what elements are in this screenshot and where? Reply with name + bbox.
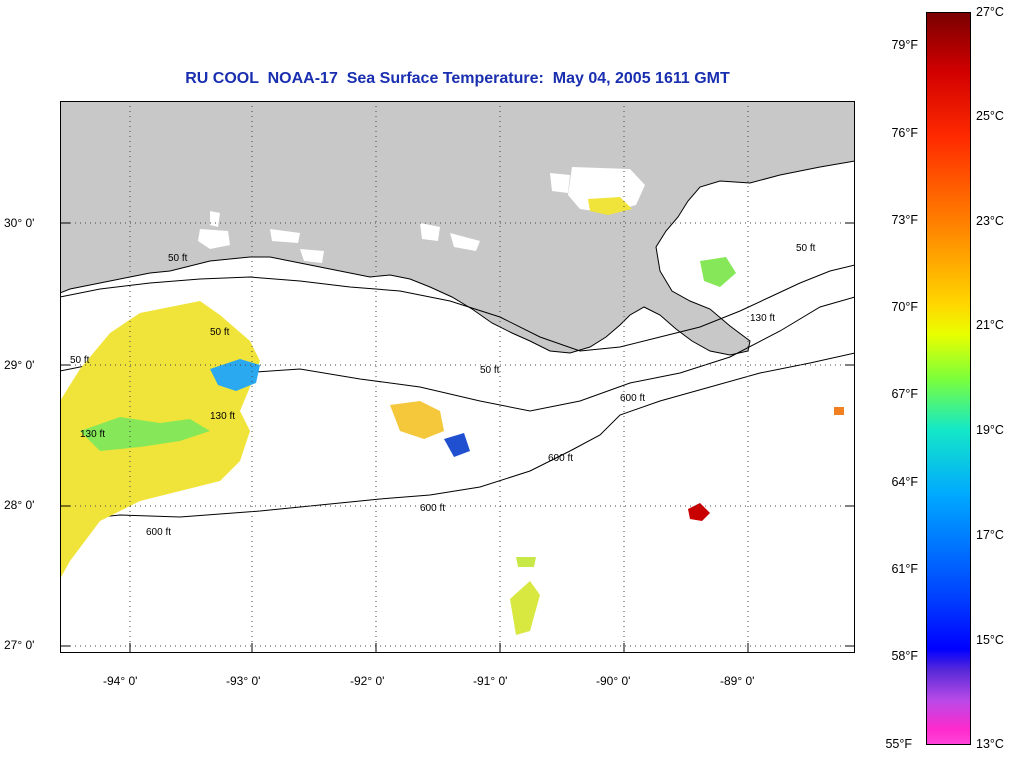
map-title: RU COOL NOAA-17 Sea Surface Temperature:… bbox=[185, 70, 730, 87]
sst-hot-spot bbox=[688, 503, 710, 521]
sst-patch-mid-blue bbox=[444, 433, 470, 457]
graticule bbox=[60, 101, 855, 653]
lon-label: -94° 0' bbox=[103, 674, 138, 688]
sst-patch-mid bbox=[390, 401, 444, 439]
lon-label: -92° 0' bbox=[350, 674, 385, 688]
sst-patch-delta bbox=[700, 257, 736, 287]
colorbar-c-label: 19°C bbox=[976, 423, 1004, 437]
lake bbox=[420, 223, 440, 241]
lat-label: 30° 0' bbox=[4, 216, 35, 230]
lat-label: 29° 0' bbox=[4, 358, 35, 372]
lake bbox=[198, 229, 230, 249]
lake bbox=[300, 249, 324, 263]
lake bbox=[210, 211, 220, 227]
lat-label: 27° 0' bbox=[4, 638, 35, 652]
contour-label: 50 ft bbox=[70, 355, 90, 366]
temperature-colorbar bbox=[926, 12, 971, 745]
contour-label: 600 ft bbox=[420, 503, 445, 514]
contour-label: 600 ft bbox=[146, 527, 171, 538]
lat-label: 28° 0' bbox=[4, 498, 35, 512]
contour-label: 50 ft bbox=[480, 365, 500, 376]
sst-patch-south bbox=[510, 581, 540, 635]
colorbar-c-label: 13°C bbox=[976, 737, 1004, 751]
colorbar-c-label: 23°C bbox=[976, 214, 1004, 228]
colorbar-c-label: 15°C bbox=[976, 633, 1004, 647]
colorbar-c-label: 27°C bbox=[976, 5, 1004, 19]
sst-patch-east bbox=[834, 407, 844, 415]
lon-label: -90° 0' bbox=[596, 674, 631, 688]
contour-label: 600 ft bbox=[620, 393, 645, 404]
sst-patch-west-green bbox=[80, 417, 210, 451]
contour-600ft bbox=[60, 352, 855, 522]
sst-patch-cold bbox=[210, 359, 260, 391]
colorbar-f-label: 64°F bbox=[891, 475, 918, 489]
colorbar-c-label: 25°C bbox=[976, 109, 1004, 123]
land-mass bbox=[60, 101, 855, 356]
colorbar-f-label: 76°F bbox=[891, 126, 918, 140]
lake bbox=[450, 233, 480, 251]
colorbar-f-label: 58°F bbox=[891, 649, 918, 663]
map-area: 50 ft 50 ft 50 ft 50 ft 130 ft 130 ft 60… bbox=[60, 101, 855, 653]
colorbar-c-label: 21°C bbox=[976, 318, 1004, 332]
colorbar-f-label: 73°F bbox=[891, 213, 918, 227]
contour-label: 50 ft bbox=[210, 327, 230, 338]
lake bbox=[568, 167, 645, 213]
lon-label: -89° 0' bbox=[720, 674, 755, 688]
colorbar-f-label: 55°F bbox=[885, 737, 912, 751]
map-border bbox=[60, 101, 855, 653]
lon-label: -91° 0' bbox=[473, 674, 508, 688]
sst-patch-south2 bbox=[516, 557, 536, 567]
frame-ticks bbox=[60, 222, 855, 653]
colorbar-f-label: 79°F bbox=[891, 38, 918, 52]
sst-map-svg: 50 ft 50 ft 50 ft 50 ft 130 ft 130 ft 60… bbox=[60, 101, 855, 653]
contour-label: 130 ft bbox=[750, 313, 775, 324]
contour-label: 50 ft bbox=[168, 253, 188, 264]
contour-label: 130 ft bbox=[210, 411, 235, 422]
lake bbox=[550, 173, 570, 193]
colorbar-c-label: 17°C bbox=[976, 528, 1004, 542]
lake bbox=[270, 229, 300, 243]
contour-label: 50 ft bbox=[796, 243, 816, 254]
colorbar-f-label: 61°F bbox=[891, 562, 918, 576]
contour-label: 130 ft bbox=[80, 429, 105, 440]
contour-50ft bbox=[60, 264, 855, 352]
lon-label: -93° 0' bbox=[226, 674, 261, 688]
sst-patch-north bbox=[588, 197, 632, 215]
colorbar-f-label: 67°F bbox=[891, 387, 918, 401]
colorbar-f-label: 70°F bbox=[891, 300, 918, 314]
contour-label: 600 ft bbox=[548, 453, 573, 464]
